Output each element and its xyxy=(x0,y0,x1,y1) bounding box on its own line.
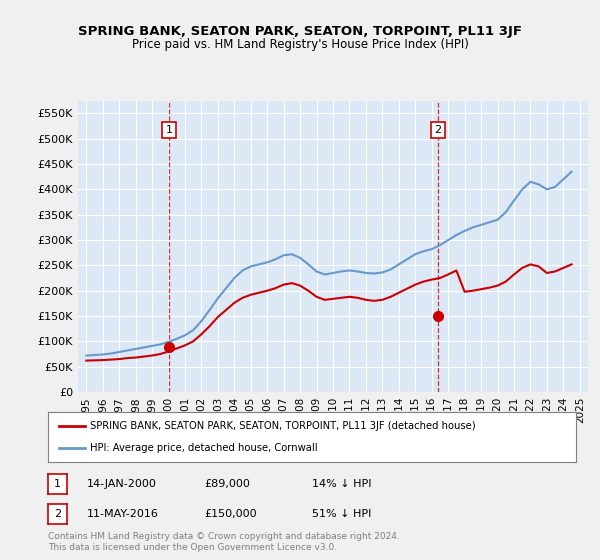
Text: HPI: Average price, detached house, Cornwall: HPI: Average price, detached house, Corn… xyxy=(90,443,318,453)
Text: 51% ↓ HPI: 51% ↓ HPI xyxy=(312,509,371,519)
Text: SPRING BANK, SEATON PARK, SEATON, TORPOINT, PL11 3JF (detached house): SPRING BANK, SEATON PARK, SEATON, TORPOI… xyxy=(90,421,476,431)
Text: 2: 2 xyxy=(434,125,441,135)
Text: Contains HM Land Registry data © Crown copyright and database right 2024.
This d: Contains HM Land Registry data © Crown c… xyxy=(48,532,400,552)
Text: 2: 2 xyxy=(54,509,61,519)
Text: 14% ↓ HPI: 14% ↓ HPI xyxy=(312,479,371,489)
Text: £89,000: £89,000 xyxy=(204,479,250,489)
Text: 11-MAY-2016: 11-MAY-2016 xyxy=(87,509,159,519)
Text: Price paid vs. HM Land Registry's House Price Index (HPI): Price paid vs. HM Land Registry's House … xyxy=(131,38,469,51)
Text: 1: 1 xyxy=(54,479,61,489)
Text: SPRING BANK, SEATON PARK, SEATON, TORPOINT, PL11 3JF: SPRING BANK, SEATON PARK, SEATON, TORPOI… xyxy=(78,25,522,38)
Text: £150,000: £150,000 xyxy=(204,509,257,519)
Text: 14-JAN-2000: 14-JAN-2000 xyxy=(87,479,157,489)
Text: 1: 1 xyxy=(166,125,173,135)
